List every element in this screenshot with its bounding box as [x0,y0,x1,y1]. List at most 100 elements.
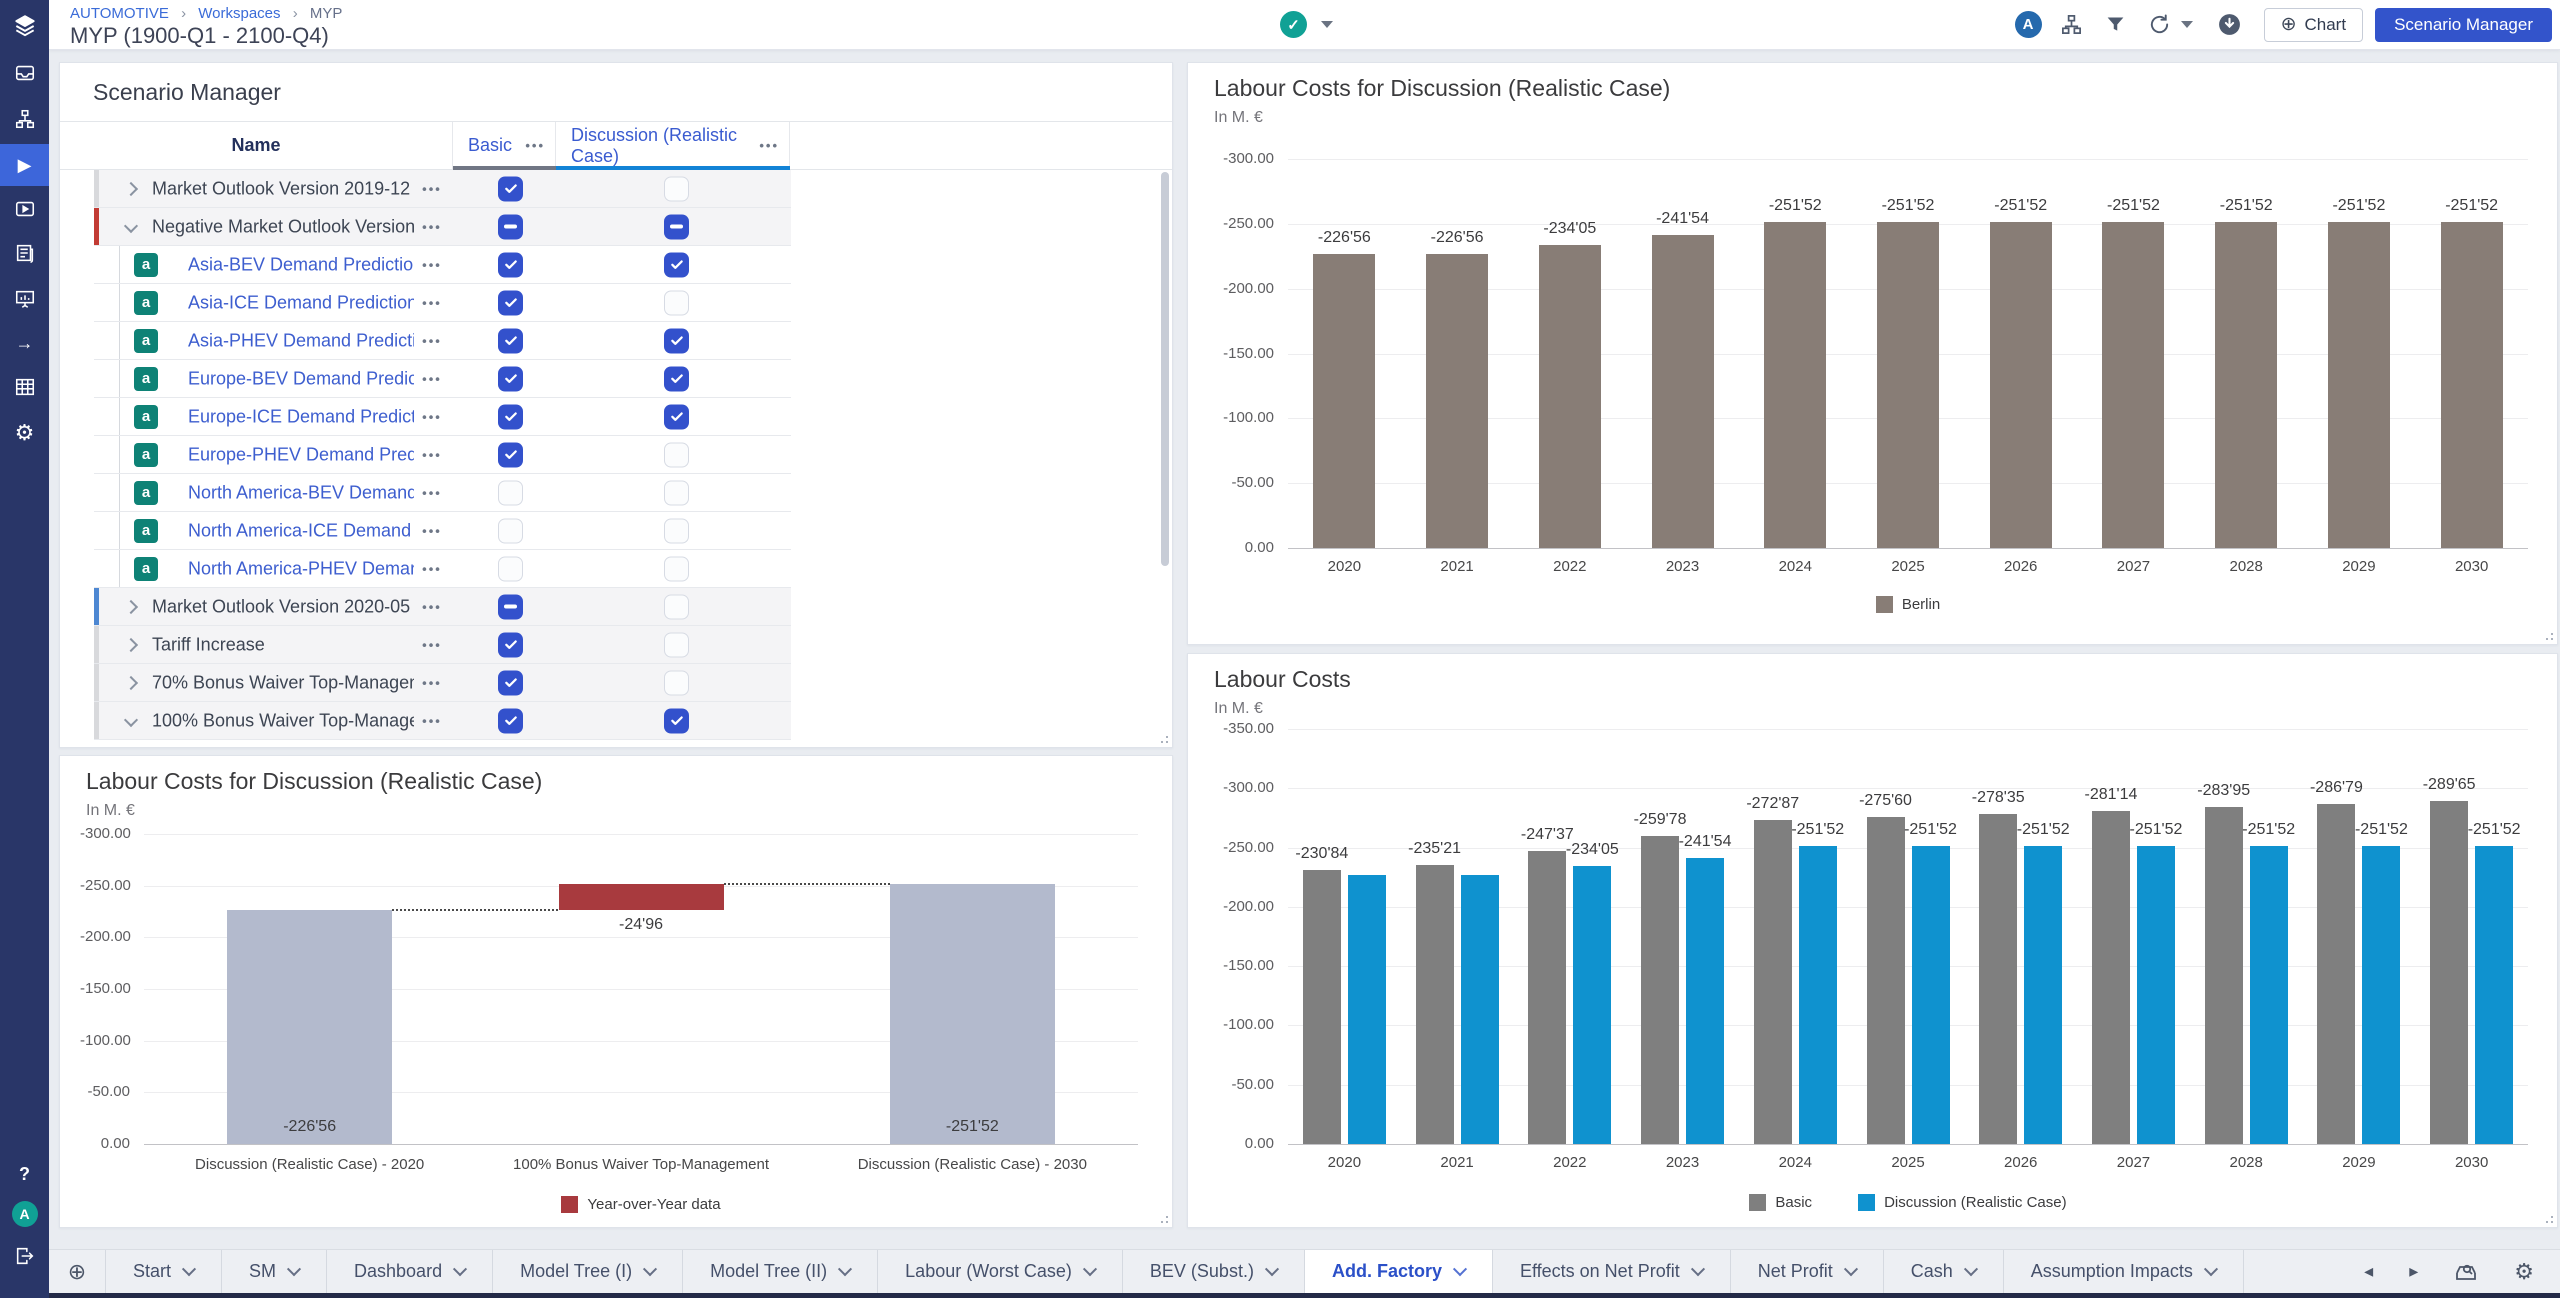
checkbox-discussion-checked[interactable] [664,404,689,429]
checkbox-discussion-unchecked[interactable] [664,518,689,543]
assumption-link[interactable]: Asia-BEV Demand Prediction [188,254,414,274]
assumption-link[interactable]: Europe-BEV Demand Prediction [188,368,414,388]
checkbox-discussion-unchecked[interactable] [664,670,689,695]
resize-handle[interactable] [1157,732,1169,744]
scenario-manager-button[interactable]: Scenario Manager [2375,7,2552,42]
row-menu-button[interactable]: ••• [422,181,442,196]
vertical-scrollbar[interactable] [1161,172,1169,566]
assumption-link[interactable]: North America-BEV Demand Prediction [188,482,414,502]
checkbox-discussion-checked[interactable] [664,328,689,353]
checkbox-discussion-checked[interactable] [664,366,689,391]
chevron-down-icon[interactable] [123,218,139,233]
header-avatar[interactable]: A [2014,11,2042,38]
table-row[interactable]: a North America-ICE Demand Prediction ••• [94,512,791,550]
row-menu-button[interactable]: ••• [422,447,442,462]
inbox-icon[interactable] [0,58,49,88]
checkbox-basic-checked[interactable] [498,328,523,353]
gear-icon[interactable]: ⚙ [2514,1258,2534,1284]
tab-assumption-impacts[interactable]: Assumption Impacts [2004,1250,2244,1293]
checkbox-basic-unchecked[interactable] [498,480,523,505]
sitemap-icon[interactable] [2060,13,2083,36]
checkbox-basic-unchecked[interactable] [498,556,523,581]
checkbox-basic-indeterminate[interactable] [498,594,523,619]
table-row[interactable]: Negative Market Outlook Version 2020-05 •… [94,208,791,246]
chevron-right-icon[interactable] [123,599,139,614]
export-icon[interactable] [2454,1260,2478,1284]
play-icon[interactable]: ▶ [0,144,49,186]
row-menu-button[interactable]: ••• [422,713,442,728]
tab-dashboard[interactable]: Dashboard [327,1250,494,1293]
tab-add-factory[interactable]: Add. Factory [1304,1250,1493,1293]
checkbox-basic-checked[interactable] [498,670,523,695]
table-row[interactable]: Market Outlook Version 2019-12 ••• [94,170,791,208]
tab-sm[interactable]: SM [222,1250,328,1293]
assumption-link[interactable]: Asia-ICE Demand Prediction [188,292,414,312]
resize-handle[interactable] [1157,1212,1169,1224]
news-icon[interactable] [0,238,49,268]
row-menu-button[interactable]: ••• [422,257,442,272]
tab-cash[interactable]: Cash [1884,1250,2004,1293]
next-sheet-icon[interactable]: ▸ [2409,1261,2419,1281]
row-menu-button[interactable]: ••• [422,371,442,386]
assumption-link[interactable]: Europe-ICE Demand Prediction [188,406,414,426]
row-menu-button[interactable]: ••• [422,523,442,538]
checkbox-discussion-checked[interactable] [664,708,689,733]
tab-model-tree-ii-[interactable]: Model Tree (II) [683,1250,879,1293]
row-menu-button[interactable]: ••• [422,219,442,234]
assumption-link[interactable]: North America-ICE Demand Prediction [188,520,414,540]
checkbox-basic-checked[interactable] [498,366,523,391]
table-icon[interactable] [0,372,49,402]
tab-net-profit[interactable]: Net Profit [1731,1250,1884,1293]
add-chart-button[interactable]: ⊕ Chart [2263,7,2364,42]
checkbox-basic-indeterminate[interactable] [498,214,523,239]
status-check-icon[interactable]: ✓ [1280,11,1307,38]
row-menu-button[interactable]: ••• [422,599,442,614]
table-row[interactable]: Market Outlook Version 2020-05 ••• [94,588,791,626]
table-row[interactable]: Tariff Increase ••• [94,626,791,664]
checkbox-basic-checked[interactable] [498,632,523,657]
table-row[interactable]: a Asia-ICE Demand Prediction ••• [94,284,791,322]
column-menu-icon[interactable]: ••• [525,138,545,153]
video-icon[interactable] [0,194,49,224]
row-menu-button[interactable]: ••• [422,675,442,690]
table-row[interactable]: a North America-PHEV Demand Prediction ••• [94,550,791,588]
column-menu-icon[interactable]: ••• [759,138,779,153]
checkbox-discussion-unchecked[interactable] [664,480,689,505]
breadcrumb-automotive[interactable]: AUTOMOTIVE [70,5,169,22]
checkbox-basic-checked[interactable] [498,404,523,429]
checkbox-basic-unchecked[interactable] [498,518,523,543]
checkbox-discussion-unchecked[interactable] [664,442,689,467]
tab-model-tree-i-[interactable]: Model Tree (I) [493,1250,684,1293]
table-row[interactable]: a Europe-ICE Demand Prediction ••• [94,398,791,436]
checkbox-basic-checked[interactable] [498,252,523,277]
sidebar-avatar[interactable]: A [0,1199,49,1229]
table-row[interactable]: 100% Bonus Waiver Top-Management ••• [94,702,791,740]
checkbox-discussion-unchecked[interactable] [664,290,689,315]
resize-handle[interactable] [2542,629,2554,641]
checkbox-discussion-checked[interactable] [664,252,689,277]
tab-labour-worst-case-[interactable]: Labour (Worst Case) [878,1250,1123,1293]
breadcrumb-workspaces[interactable]: Workspaces [198,5,281,22]
tab-effects-on-net-profit[interactable]: Effects on Net Profit [1493,1250,1731,1293]
assumption-link[interactable]: Asia-PHEV Demand Prediction [188,330,414,350]
row-menu-button[interactable]: ••• [422,409,442,424]
add-sheet-button[interactable]: ⊕ [49,1250,106,1293]
arrow-right-icon[interactable]: → [0,328,49,358]
row-menu-button[interactable]: ••• [422,561,442,576]
refresh-icon[interactable] [2148,13,2171,36]
presentation-icon[interactable] [0,284,49,314]
breadcrumb-myp[interactable]: MYP [309,5,343,22]
tab-start[interactable]: Start [106,1250,223,1293]
checkbox-basic-checked[interactable] [498,290,523,315]
checkbox-basic-checked[interactable] [498,442,523,467]
checkbox-discussion-unchecked[interactable] [664,176,689,201]
chevron-right-icon[interactable] [123,675,139,690]
sitemap-icon[interactable] [0,104,49,134]
table-row[interactable]: a Asia-PHEV Demand Prediction ••• [94,322,791,360]
help-icon[interactable]: ? [0,1159,49,1189]
checkbox-discussion-unchecked[interactable] [664,594,689,619]
checkbox-discussion-unchecked[interactable] [664,632,689,657]
status-caret-icon[interactable] [1321,21,1333,28]
table-row[interactable]: a Asia-BEV Demand Prediction ••• [94,246,791,284]
row-menu-button[interactable]: ••• [422,485,442,500]
